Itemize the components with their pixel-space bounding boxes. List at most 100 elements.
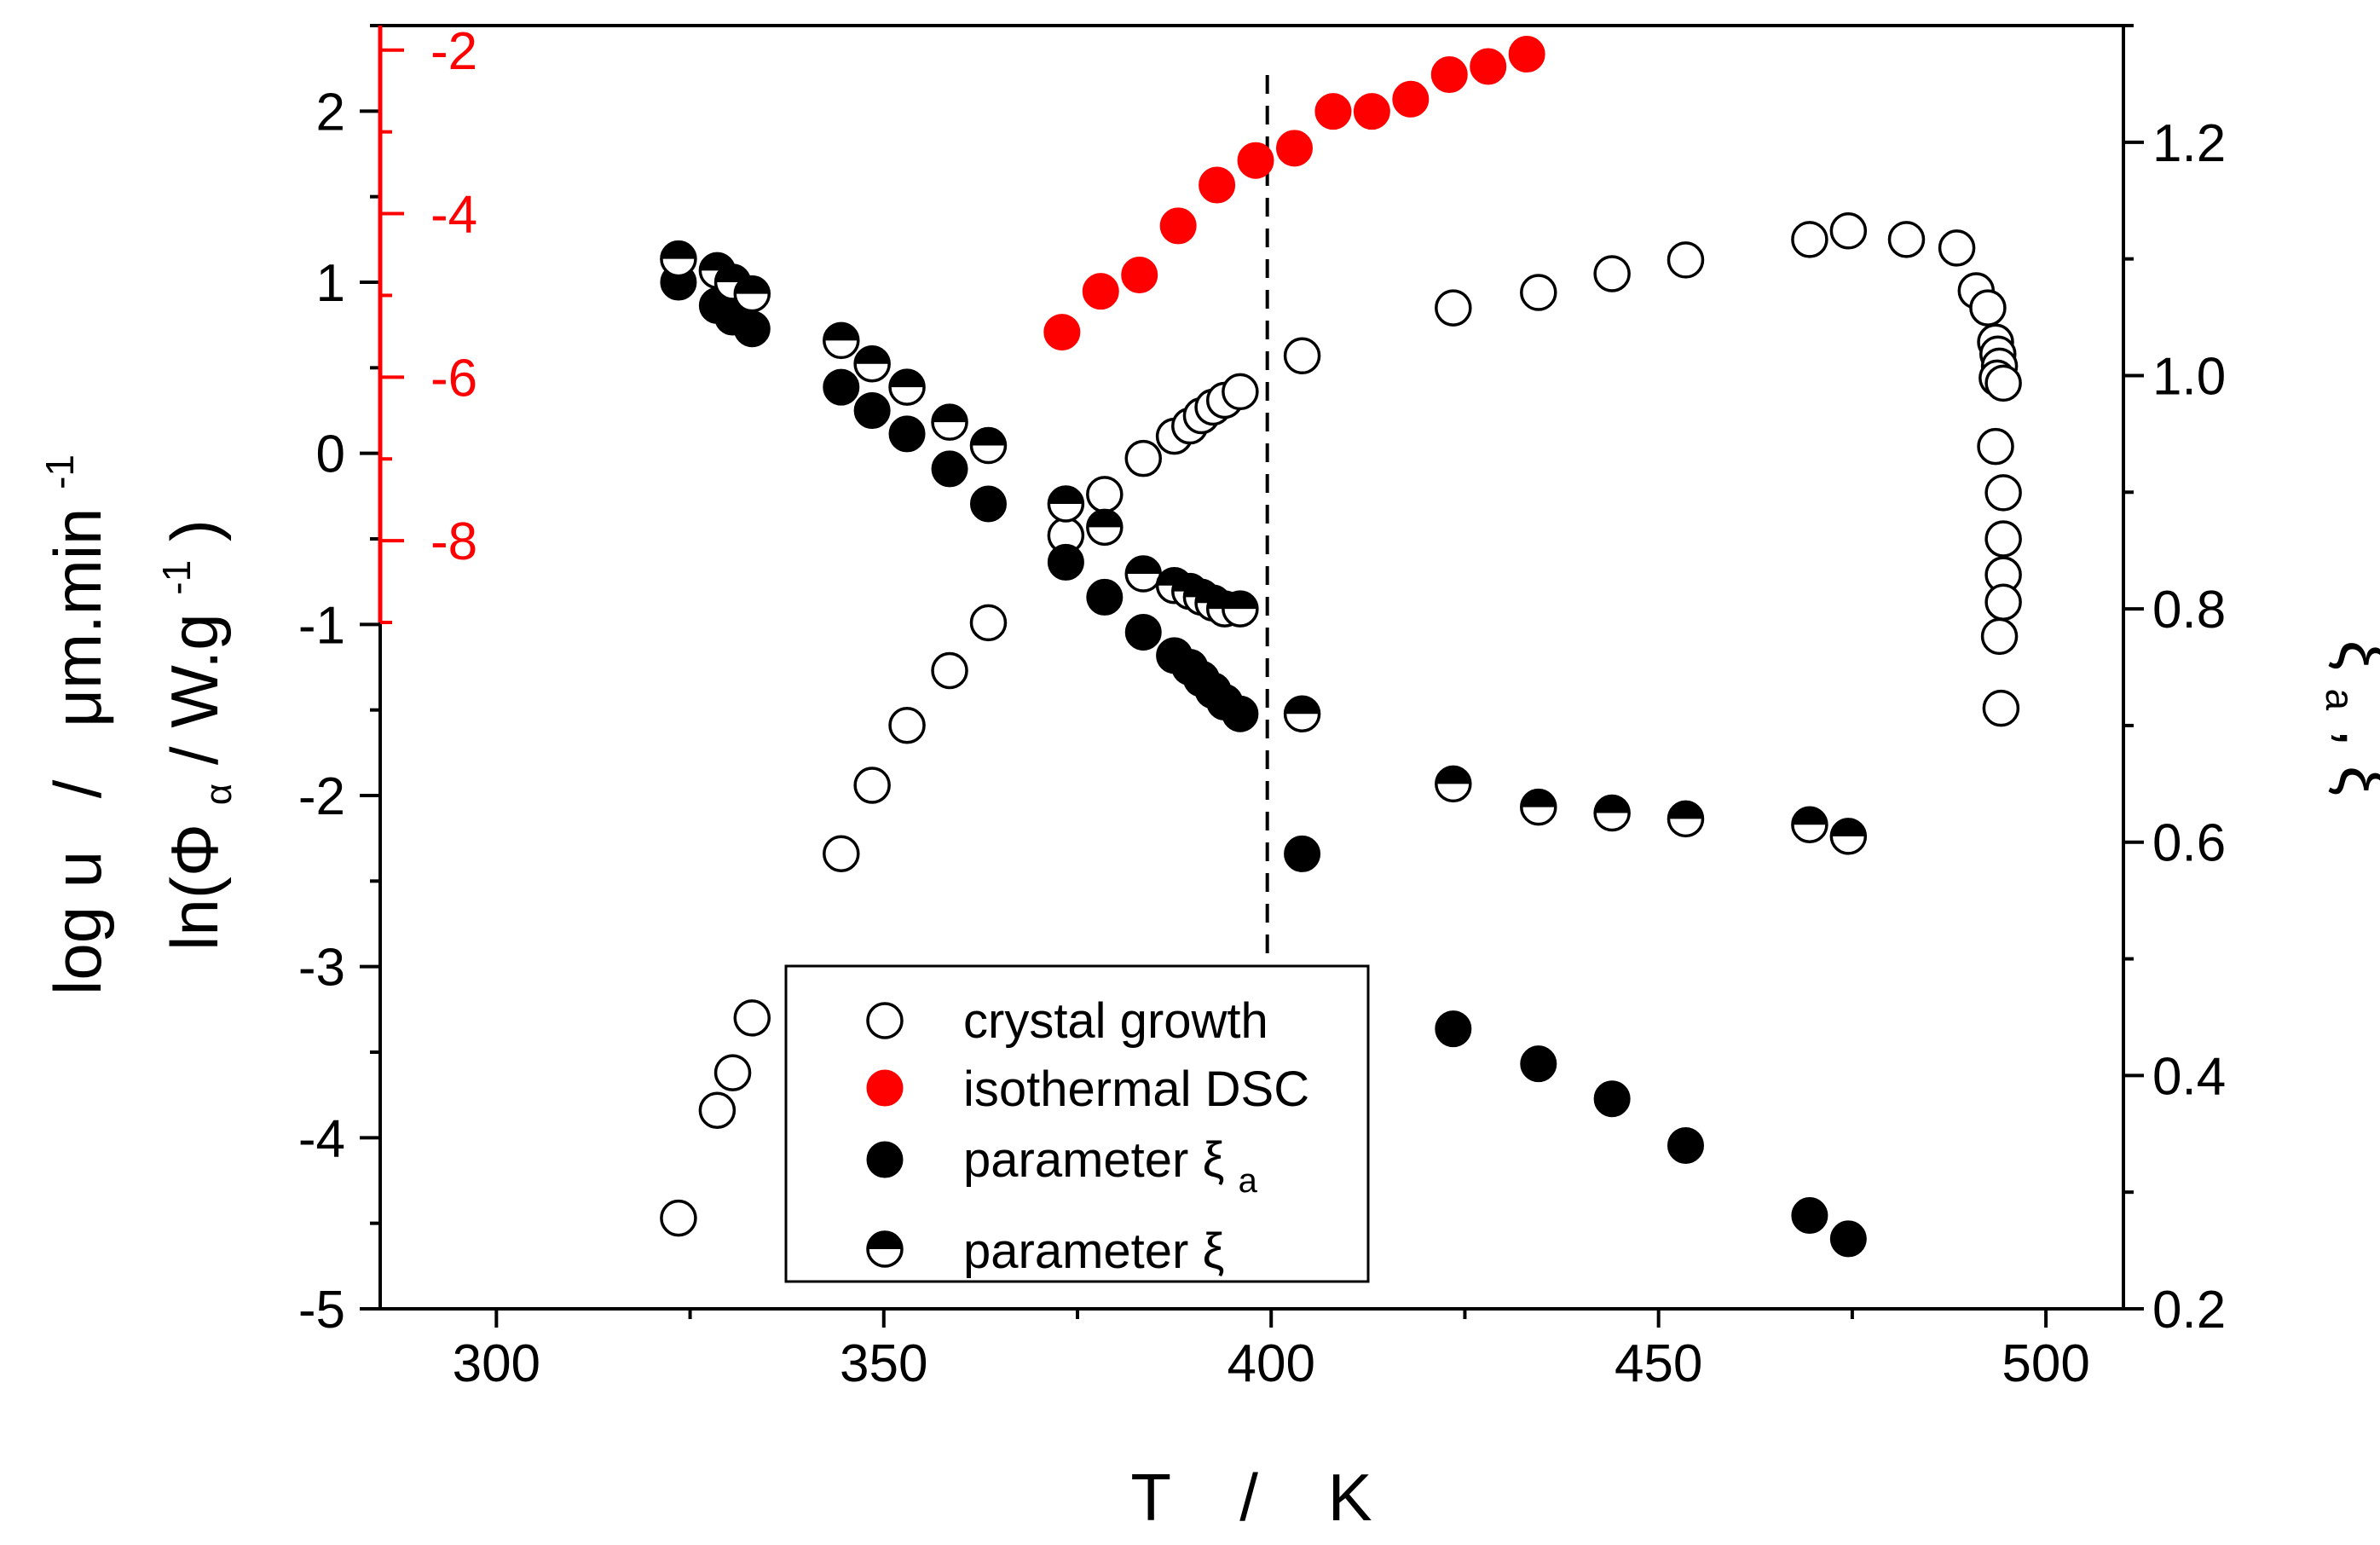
data-point — [1667, 1126, 1704, 1164]
series-1 — [1043, 36, 1545, 351]
data-point — [1121, 256, 1158, 293]
data-point — [698, 1091, 737, 1129]
data-point — [1969, 289, 2007, 327]
data-point — [1314, 93, 1352, 130]
data-point — [823, 835, 860, 872]
legend-marker — [866, 1141, 904, 1178]
left-tick-label: -4 — [298, 1109, 345, 1168]
legend-label-crystal-growth: crystal growth — [963, 993, 1268, 1049]
left-tick-label: 1 — [316, 254, 345, 313]
red-axis-title: ln(Φ α / W.g -1 ) — [130, 519, 246, 951]
data-point — [1043, 314, 1081, 351]
red-axis-title-close: ) — [157, 519, 232, 541]
data-point — [1086, 578, 1124, 616]
data-point — [1353, 93, 1390, 130]
data-point — [1082, 273, 1119, 310]
legend-label-parameter-xi-a-base: parameter ξ — [963, 1132, 1224, 1188]
data-point — [1222, 373, 1259, 411]
data-point — [888, 415, 926, 453]
right-axis-title-separator: , — [2325, 729, 2380, 766]
data-point — [1520, 274, 1557, 311]
data-point — [733, 310, 771, 348]
data-point — [888, 706, 926, 744]
red-tick-label: -8 — [430, 512, 477, 571]
legend: crystal growth isothermal DSC parameter … — [784, 964, 1370, 1283]
left-tick-label: 2 — [316, 83, 345, 142]
data-point — [1980, 617, 2019, 656]
legend-marker — [866, 1230, 904, 1268]
right-tick-label: 0.4 — [2152, 1047, 2226, 1106]
data-point — [660, 1199, 697, 1237]
data-point — [1520, 1045, 1557, 1083]
legend-marker — [866, 1069, 904, 1107]
data-point — [1086, 508, 1124, 547]
red-axis-title-sub: α — [198, 784, 240, 805]
right-axis-title-xi: ξ — [2325, 640, 2380, 670]
data-point — [660, 240, 697, 278]
left-axis-title-main: log u — [40, 851, 115, 995]
right-tick-label: 0.8 — [2152, 581, 2226, 639]
data-point — [1199, 166, 1236, 204]
data-point — [1791, 221, 1828, 258]
data-point — [823, 368, 860, 406]
x-axis-title-unit: K — [1328, 1460, 1372, 1535]
right-tick-label: 1.2 — [2152, 114, 2226, 173]
right-axis-title: ξ a , ξ — [2312, 640, 2380, 796]
data-point — [733, 999, 771, 1037]
data-point — [1283, 337, 1321, 375]
legend-marker — [866, 1002, 904, 1039]
data-point — [1938, 229, 1976, 267]
data-point — [1829, 1220, 1867, 1258]
legend-label-parameter-xi: parameter ξ — [963, 1224, 1224, 1279]
data-point — [1977, 427, 2014, 466]
legend-markers — [866, 1002, 904, 1268]
x-tick-label: 450 — [1615, 1334, 1702, 1393]
data-point — [1284, 835, 1321, 872]
data-point — [1435, 1010, 1472, 1048]
data-point — [1984, 520, 2022, 558]
left-tick-label: -5 — [298, 1281, 345, 1340]
data-point — [1520, 788, 1557, 826]
data-point — [733, 275, 771, 313]
left-axis-title-unit-sup: -1 — [38, 454, 82, 489]
plot-frame — [378, 24, 2125, 1311]
data-point — [1086, 476, 1124, 513]
data-point — [1124, 555, 1163, 593]
red-tick-label: -6 — [430, 349, 477, 408]
x-tick-label: 400 — [1227, 1334, 1314, 1393]
x-axis-title-separator: / — [1239, 1460, 1258, 1535]
series-layer — [660, 36, 2022, 1258]
data-point — [713, 1054, 752, 1091]
left-tick-label: 0 — [316, 425, 345, 484]
data-point — [1829, 818, 1868, 855]
axes: 300 350 400 450 500 -5 -4 -3 -2 -1 0 1 2 -2 -4 -6 -8 0.2 0… — [298, 22, 2226, 1393]
data-point — [1430, 56, 1468, 94]
series-3 — [660, 240, 1868, 855]
x-tick-label: 350 — [840, 1334, 927, 1393]
data-point — [1283, 695, 1321, 732]
data-point — [1984, 583, 2022, 621]
left-tick-label: -2 — [298, 767, 345, 826]
left-tick-label: -3 — [298, 939, 345, 998]
data-point — [1508, 36, 1545, 73]
data-point — [1124, 613, 1162, 651]
data-point — [969, 604, 1008, 642]
data-point — [1222, 695, 1259, 732]
data-point — [931, 450, 968, 488]
left-axis-title-separator: / — [40, 779, 115, 798]
data-point — [1593, 255, 1631, 292]
red-axis-title-mid: / W.g — [157, 613, 232, 765]
data-point — [1470, 48, 1507, 85]
data-point — [1047, 485, 1085, 523]
right-axis-title-xi2: ξ — [2325, 766, 2380, 796]
x-axis-title: T / K — [1130, 1460, 1372, 1535]
right-tick-label: 0.2 — [2152, 1281, 2226, 1340]
data-point — [1984, 364, 2022, 402]
series-0 — [660, 212, 2022, 1237]
red-tick-label: -4 — [430, 186, 477, 245]
data-point — [1791, 1197, 1828, 1235]
right-axis-title-sub: a — [2318, 689, 2362, 711]
data-point — [1124, 439, 1163, 477]
data-point — [1593, 1080, 1631, 1118]
